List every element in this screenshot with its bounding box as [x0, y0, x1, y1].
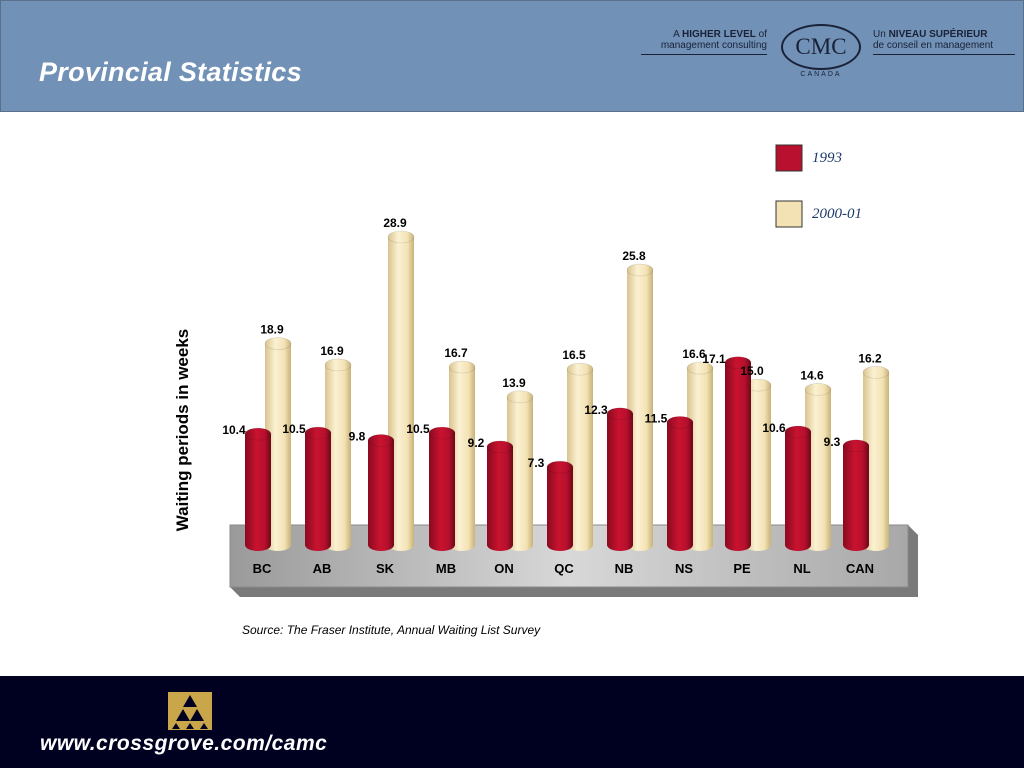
value-label-1993-nl: 10.6	[762, 421, 786, 435]
bar-1993-bc	[244, 427, 272, 551]
tagline-fr-rule	[873, 54, 1015, 55]
value-label-2000-01-ab: 16.9	[320, 344, 344, 358]
tagline-en-rule	[641, 54, 767, 55]
value-label-2000-01-bc: 18.9	[260, 323, 284, 337]
bar-2000-01-sk	[387, 230, 415, 551]
category-label-nb: NB	[615, 561, 634, 576]
cmc-logo-subtitle: CANADA	[800, 71, 842, 78]
legend-swatch-1993	[775, 144, 803, 172]
tagline-en-post: of	[755, 29, 767, 40]
category-label-can: CAN	[846, 561, 874, 576]
y-axis-label: Waiting periods in weeks	[173, 329, 192, 531]
value-label-2000-01-nl: 14.6	[800, 368, 824, 382]
category-label-qc: QC	[554, 561, 574, 576]
value-label-2000-01-nb: 25.8	[622, 249, 646, 263]
bar-1993-ab	[304, 426, 332, 551]
legend-label-2000-01: 2000-01	[812, 206, 862, 222]
value-label-2000-01-on: 13.9	[502, 376, 526, 390]
category-label-sk: SK	[376, 561, 395, 576]
value-label-1993-on: 9.2	[468, 436, 485, 450]
bar-chart: 18.9 10.4 BC 16.9 10.5 AB 28.9 9.8 SK 16.7 10.5 MB 1…	[173, 144, 918, 637]
bar-1993-sk	[367, 434, 395, 551]
value-label-2000-01-sk: 28.9	[383, 216, 407, 230]
bar-1993-ns	[666, 416, 694, 551]
tagline-en-pre: A	[673, 29, 682, 40]
value-label-1993-ab: 10.5	[282, 422, 306, 436]
bar-1993-pe	[724, 356, 752, 551]
category-label-pe: PE	[733, 561, 751, 576]
tagline-french: Un NIVEAU SUPÉRIEUR de conseil en manage…	[873, 29, 1015, 55]
value-label-1993-sk: 9.8	[349, 430, 366, 444]
source-note: Source: The Fraser Institute, Annual Wai…	[242, 623, 541, 637]
value-label-2000-01-ns: 16.6	[682, 347, 706, 361]
triangle-pyramid-icon	[168, 692, 212, 730]
tagline-fr-pre: Un	[873, 29, 889, 40]
tagline-fr-line2: de conseil en management	[873, 40, 994, 51]
legend-swatch-2000-01	[775, 200, 803, 228]
value-label-1993-can: 9.3	[824, 435, 841, 449]
bar-1993-nb	[606, 407, 634, 551]
category-label-bc: BC	[253, 561, 272, 576]
value-label-1993-mb: 10.5	[406, 422, 430, 436]
legend-label-1993: 1993	[812, 150, 842, 166]
value-label-1993-nb: 12.3	[584, 403, 608, 417]
value-label-1993-ns: 11.5	[645, 411, 668, 425]
category-label-mb: MB	[436, 561, 456, 576]
chart-bars	[244, 230, 890, 551]
category-label-ab: AB	[313, 561, 332, 576]
cmc-logo: CMC	[781, 24, 861, 70]
chart-legend: 1993 2000-01	[775, 144, 862, 228]
bar-1993-mb	[428, 426, 456, 551]
chart-labels: 18.9 10.4 BC 16.9 10.5 AB 28.9 9.8 SK 16.7 10.5 MB 1…	[222, 216, 882, 576]
value-label-2000-01-qc: 16.5	[562, 348, 586, 362]
bar-1993-qc	[546, 460, 574, 551]
bar-1993-on	[486, 440, 514, 551]
bar-1993-nl	[784, 425, 812, 551]
tagline-english: A HIGHER LEVEL of management consulting	[641, 29, 767, 55]
value-label-1993-bc: 10.4	[222, 423, 246, 437]
bar-1993-can	[842, 439, 870, 551]
tagline-fr-bold: NIVEAU SUPÉRIEUR	[888, 29, 988, 40]
value-label-2000-01-pe: 15.0	[740, 364, 764, 378]
tagline-en-bold: HIGHER LEVEL	[681, 29, 756, 40]
category-label-nl: NL	[793, 561, 810, 576]
category-label-ns: NS	[675, 561, 693, 576]
value-label-2000-01-mb: 16.7	[444, 346, 468, 360]
value-label-1993-qc: 7.3	[528, 456, 545, 470]
value-label-1993-pe: 17.1	[702, 352, 726, 366]
category-label-on: ON	[494, 561, 514, 576]
value-label-2000-01-can: 16.2	[858, 351, 882, 365]
footer-bar: www.crossgrove.com/camc	[0, 676, 1024, 768]
tagline-en-line2: management consulting	[660, 40, 767, 51]
page-title: Provincial Statistics	[39, 57, 302, 87]
header-banner: Provincial Statistics A HIGHER LEVEL of …	[0, 0, 1024, 112]
footer-url: www.crossgrove.com/camc	[40, 732, 328, 755]
